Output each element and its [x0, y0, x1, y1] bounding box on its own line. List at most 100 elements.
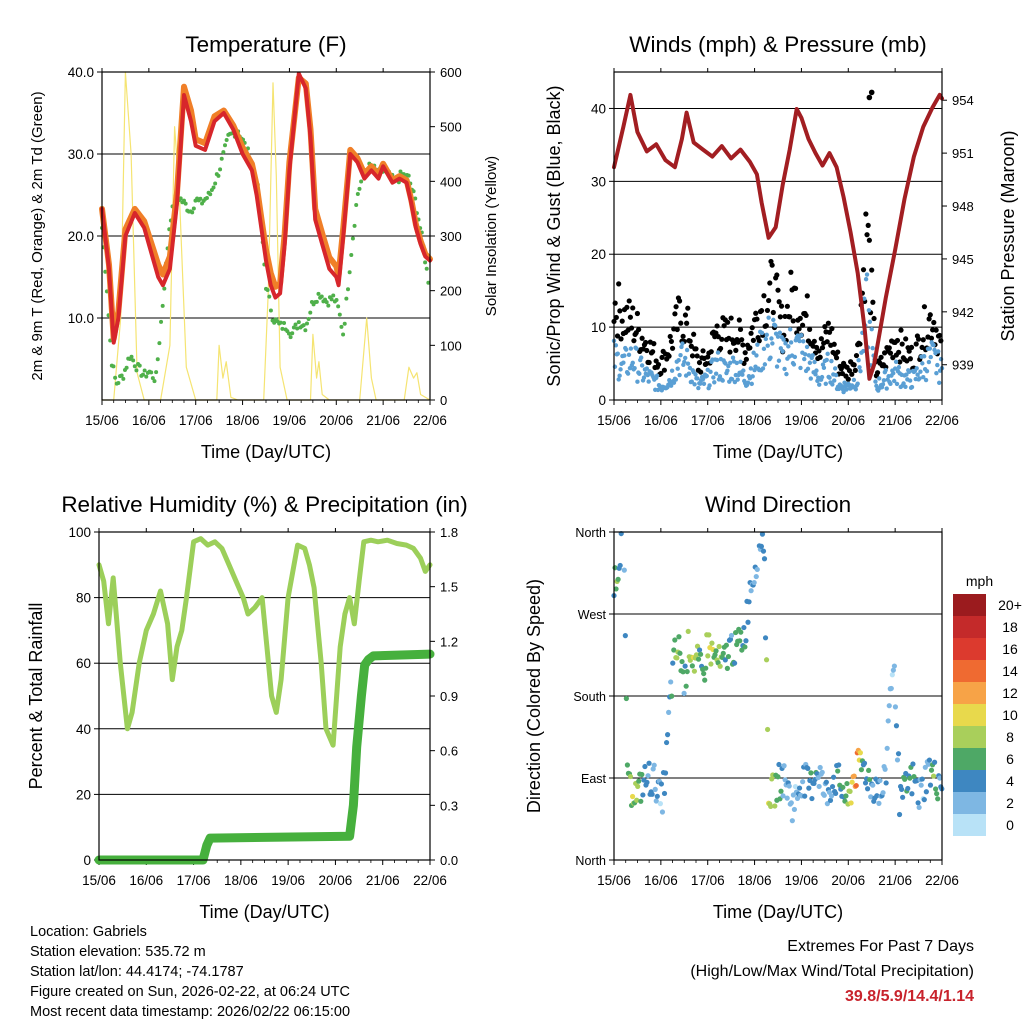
- gust-point: [750, 337, 757, 343]
- wind-point: [740, 372, 745, 377]
- x-axis-label: Time (Day/UTC): [713, 442, 843, 462]
- gust-point: [756, 338, 762, 344]
- direction-point: [829, 783, 836, 790]
- wind-point: [855, 381, 860, 386]
- gust-point: [928, 335, 935, 341]
- gust-point: [718, 345, 724, 352]
- colorbar-swatch: [953, 792, 986, 814]
- plot-frame: [101, 71, 431, 401]
- dewpoint-point: [160, 303, 165, 308]
- gust-point: [715, 334, 721, 340]
- direction-point: [702, 677, 708, 683]
- direction-point: [658, 781, 665, 787]
- gust-point: [921, 304, 928, 310]
- x-tick-label: 19/06: [271, 873, 305, 888]
- gust-point: [863, 211, 869, 217]
- direction-point: [876, 800, 882, 806]
- dewpoint-point: [208, 192, 213, 197]
- gust-point: [650, 349, 656, 355]
- colorbar-label: 8: [1006, 729, 1014, 745]
- wind-point: [853, 387, 858, 392]
- wind-point: [880, 382, 886, 387]
- direction-point: [624, 762, 631, 768]
- wind-point: [622, 353, 627, 358]
- station-info: Location: Gabriels Station elevation: 53…: [30, 922, 350, 1022]
- direction-point: [639, 771, 645, 778]
- wind-point: [698, 381, 703, 386]
- gust-point: [682, 312, 689, 318]
- direction-point: [717, 663, 723, 669]
- dewpoint-point: [137, 363, 142, 368]
- dewpoint-point: [280, 326, 285, 331]
- direction-point: [761, 556, 768, 562]
- dewpoint-point: [354, 202, 359, 207]
- gust-point: [777, 314, 783, 320]
- wind-point: [821, 365, 827, 371]
- wind-point: [612, 364, 618, 369]
- wind-point: [748, 366, 754, 371]
- relative-humidity-series: [96, 536, 433, 748]
- gust-point: [845, 376, 851, 382]
- y-tick-label: 20: [591, 247, 606, 262]
- direction-point: [808, 770, 814, 776]
- dewpoint-point: [113, 375, 118, 380]
- wind-point: [682, 359, 687, 365]
- gust-point: [627, 314, 634, 320]
- wind-point: [921, 354, 927, 359]
- x-tick-label: 15/06: [597, 873, 631, 888]
- direction-point: [670, 660, 676, 666]
- extremes-value: 39.8/5.9/14.4/1.14: [845, 988, 974, 1005]
- dewpoint-point: [224, 137, 229, 142]
- gust-point: [749, 325, 755, 331]
- direction-point: [930, 773, 937, 779]
- x-tick-label: 22/06: [925, 873, 959, 888]
- x-tick-label: 20/06: [831, 873, 865, 888]
- direction-point: [627, 773, 634, 780]
- wind-point: [615, 351, 620, 356]
- direction-point: [849, 779, 855, 785]
- wind-point: [776, 358, 782, 363]
- wind-point: [891, 371, 896, 376]
- gust-point: [860, 267, 867, 273]
- gust-point: [866, 237, 872, 243]
- direction-point: [741, 624, 747, 631]
- dewpoint-point: [342, 321, 347, 326]
- wind-point: [938, 356, 944, 362]
- wind-point: [708, 369, 713, 375]
- x-axis-label: Time (Day/UTC): [201, 442, 331, 462]
- dewpoint-point: [329, 297, 334, 302]
- wind-point: [720, 378, 725, 383]
- direction-point: [910, 761, 916, 767]
- direction-point: [927, 782, 934, 788]
- direction-point: [843, 793, 849, 799]
- gust-point: [824, 339, 830, 345]
- direction-point: [915, 800, 921, 806]
- gust-point: [906, 348, 912, 354]
- gust-point: [825, 320, 831, 326]
- wind-point: [808, 376, 813, 381]
- gust-point: [920, 337, 926, 343]
- gust-point: [788, 269, 794, 275]
- direction-point: [764, 726, 771, 733]
- x-tick-label: 19/06: [785, 413, 819, 428]
- dewpoint-point: [319, 294, 324, 299]
- dewpoint-point: [406, 173, 411, 178]
- wind-point: [714, 357, 720, 363]
- direction-point: [693, 652, 700, 658]
- wind-point: [936, 380, 942, 385]
- direction-point: [640, 792, 646, 798]
- gust-point: [624, 304, 630, 310]
- gust-point: [887, 350, 894, 356]
- direction-point: [923, 789, 929, 795]
- gust-point: [803, 312, 809, 319]
- gust-point: [759, 308, 765, 314]
- wind-point: [784, 371, 789, 377]
- dewpoint-point: [129, 354, 134, 359]
- wind-point: [884, 386, 889, 391]
- wind-point: [802, 356, 807, 362]
- direction-point: [772, 803, 778, 809]
- direction-point: [763, 657, 770, 663]
- dewpoint-point: [183, 201, 188, 206]
- direction-point: [791, 806, 798, 813]
- y-tick-label: 40: [76, 722, 91, 737]
